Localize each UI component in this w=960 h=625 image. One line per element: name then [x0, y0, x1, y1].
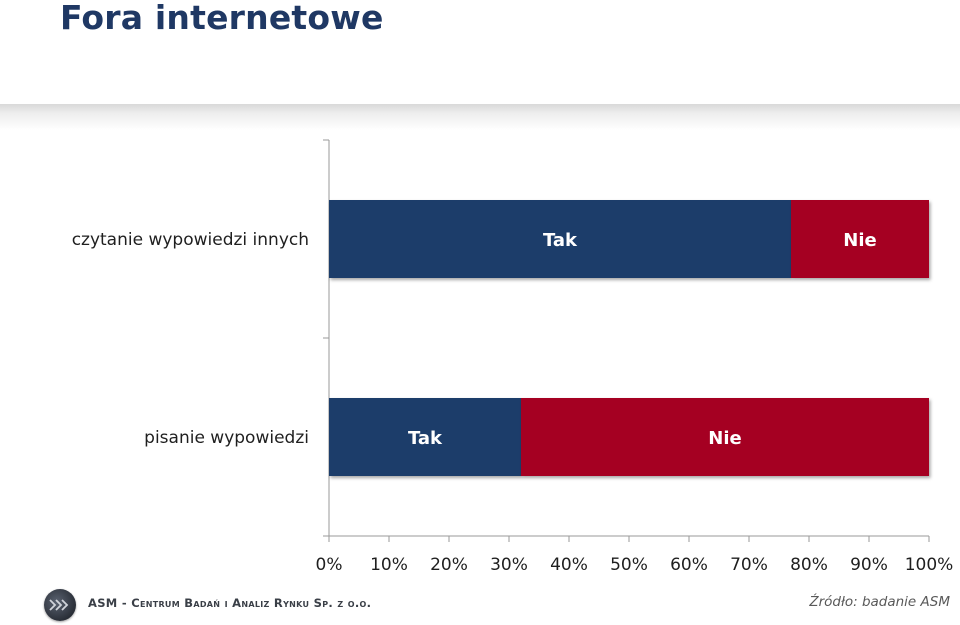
x-tick-label: 10%: [370, 555, 408, 575]
data-label-nie: Nie: [708, 428, 741, 449]
asm-logo: [44, 589, 76, 621]
company-name: ASM - Centrum Badań i Analiz Rynku Sp. z…: [88, 596, 372, 610]
x-tick-label: 90%: [850, 555, 888, 575]
header-band: [0, 104, 960, 130]
source-note: Źródło: badanie ASM: [809, 594, 950, 610]
bar-nie-0: [791, 200, 929, 278]
x-tick-label: 60%: [670, 555, 708, 575]
x-tick-label: 20%: [430, 555, 468, 575]
data-label-tak: Tak: [543, 230, 578, 251]
x-tick-label: 50%: [610, 555, 648, 575]
x-tick-label: 70%: [730, 555, 768, 575]
category-label: czytanie wypowiedzi innych: [72, 230, 309, 250]
stacked-bar-chart: 0% 10% 20% 30% 40% 50% 60% 70% 80% 90% 100% czytani…: [72, 139, 954, 575]
x-tick-label: 40%: [550, 555, 588, 575]
data-label-tak: Tak: [408, 428, 443, 449]
x-tick-label: 100%: [905, 555, 954, 575]
bar-tak-0: [329, 200, 791, 278]
x-tick-label: 0%: [316, 555, 343, 575]
category-label: pisanie wypowiedzi: [144, 428, 309, 448]
x-tick-label: 80%: [790, 555, 828, 575]
logo-arrows-icon: [49, 599, 69, 611]
page-title: Fora internetowe: [60, 0, 384, 37]
data-label-nie: Nie: [843, 230, 876, 251]
bar-nie-1: [521, 398, 929, 476]
x-tick-label: 30%: [490, 555, 528, 575]
bar-tak-1: [329, 398, 521, 476]
